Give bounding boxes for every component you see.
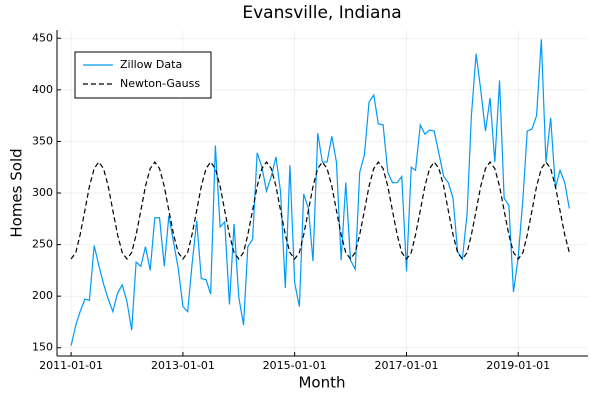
x-tick-label: 2015-01-01 bbox=[263, 359, 327, 372]
y-tick-label: 200 bbox=[32, 289, 53, 302]
y-tick-label: 450 bbox=[32, 31, 53, 44]
y-tick-label: 250 bbox=[32, 238, 53, 251]
y-tick-label: 400 bbox=[32, 83, 53, 96]
x-axis-label: Month bbox=[298, 374, 345, 392]
series-line bbox=[70, 39, 570, 346]
y-axis-label: Homes Sold bbox=[8, 148, 26, 237]
x-tick-label: 2011-01-01 bbox=[39, 359, 103, 372]
y-tick-label: 150 bbox=[32, 341, 53, 354]
y-tick-label: 350 bbox=[32, 134, 53, 147]
chart-title: Evansville, Indiana bbox=[242, 3, 401, 23]
x-tick-label: 2013-01-01 bbox=[151, 359, 215, 372]
legend-box bbox=[74, 51, 212, 99]
x-tick-label: 2019-01-01 bbox=[486, 359, 550, 372]
y-tick-label: 300 bbox=[32, 186, 53, 199]
series-line bbox=[70, 161, 570, 261]
x-tick-label: 2017-01-01 bbox=[375, 359, 439, 372]
legend-label: Zillow Data bbox=[120, 58, 182, 71]
legend-label: Newton-Gauss bbox=[120, 77, 200, 90]
